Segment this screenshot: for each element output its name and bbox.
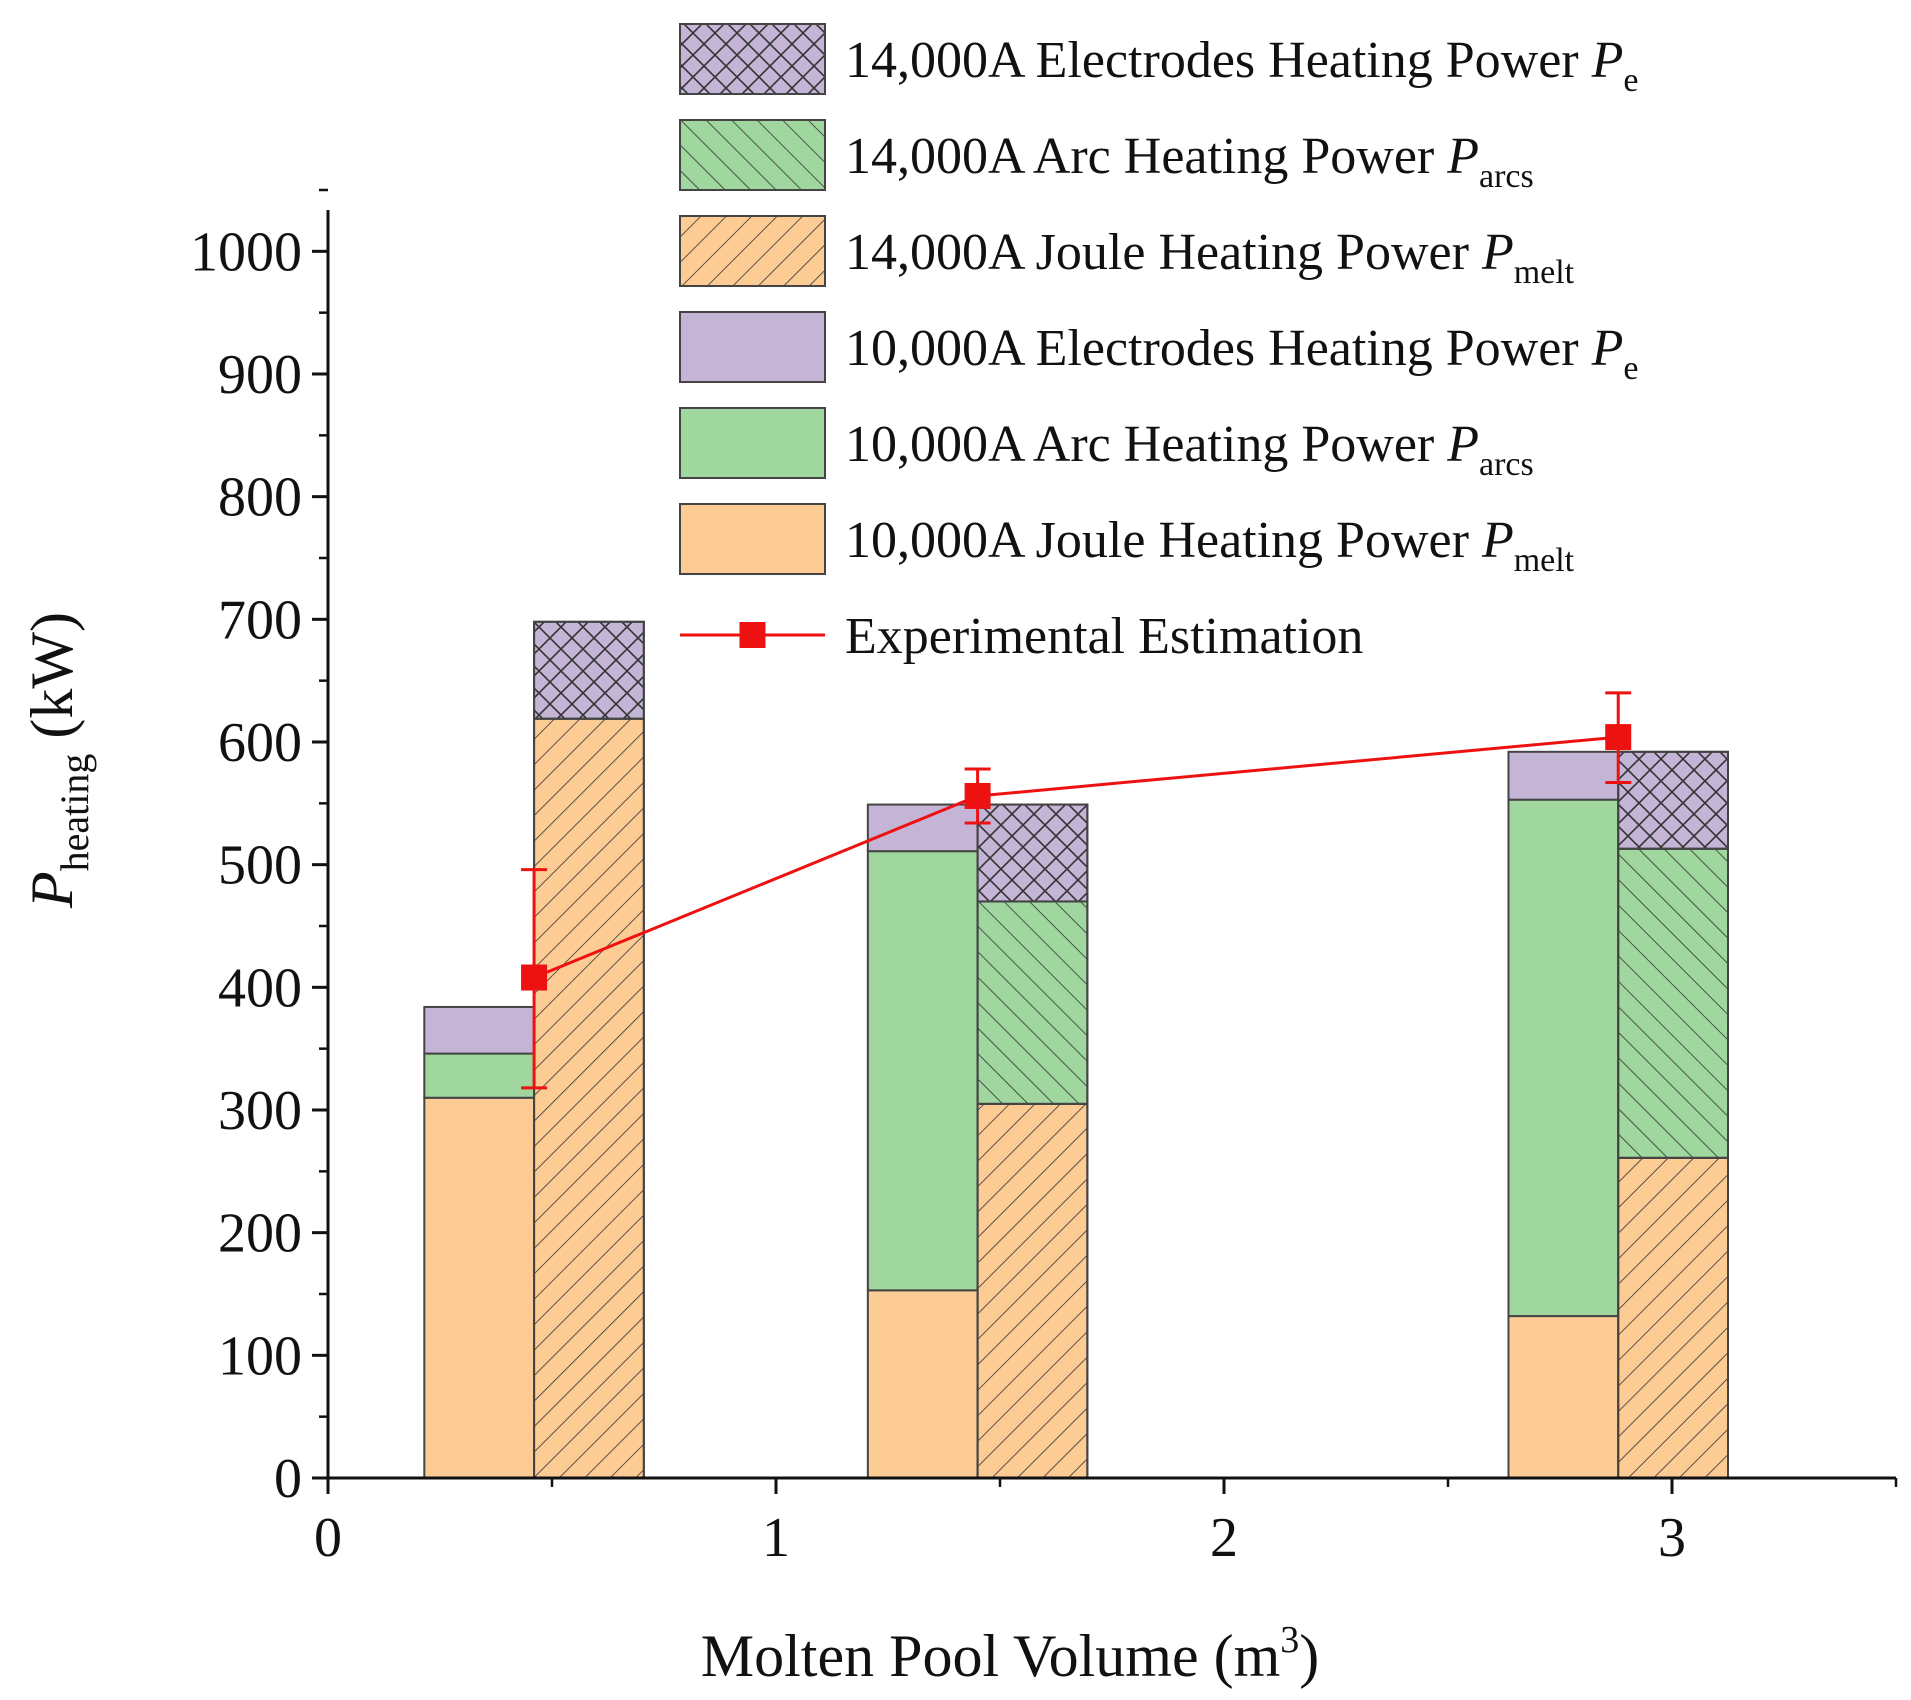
bar-14000a-joule-hatch-group-3 (1617, 1156, 1729, 1479)
legend-label-1: 14,000A Electrodes Heating Power Pe (845, 32, 1638, 99)
bar-10000a-electrodes-group-2 (866, 803, 979, 853)
bar-10000a-joule-group-3 (1507, 1315, 1620, 1479)
x-tick-label: 0 (314, 1507, 342, 1569)
bars-layer (423, 620, 1729, 1480)
experimental-series (521, 691, 1632, 1090)
experimental-point-3 (1605, 724, 1632, 751)
axes-layer: 0 100 200 300 400 500 600 700 800 900 1000 0 1 2 3 (190, 188, 1898, 1569)
y-tick-label: 100 (218, 1325, 302, 1387)
y-tick-label: 800 (218, 467, 302, 529)
legend-label-2: 14,000A Arc Heating Power Parcs (845, 128, 1534, 195)
legend-swatch-hatch-1 (679, 23, 826, 95)
legend-label-6: 10,000A Joule Heating Power Pmelt (845, 512, 1575, 579)
bar-10000a-joule-group-1 (423, 1096, 536, 1479)
experimental-point-1 (521, 964, 548, 991)
y-tick-label: 300 (218, 1080, 302, 1142)
bar-10000a-arc-group-3 (1507, 798, 1620, 1318)
legend-swatch-marker (739, 622, 766, 648)
legend-label-3: 14,000A Joule Heating Power Pmelt (845, 224, 1575, 291)
legend-swatch-5 (679, 407, 826, 479)
legend-swatch-4 (679, 311, 826, 383)
legend-swatch-hatch-2 (679, 119, 826, 191)
x-axis-title: Molten Pool Volume (m3) (701, 1619, 1319, 1689)
bar-14000a-electrodes-hatch-group-1 (533, 620, 645, 720)
bar-10000a-electrodes-group-3 (1507, 750, 1620, 801)
x-tick-label: 2 (1210, 1507, 1238, 1569)
bar-14000a-electrodes-hatch-group-2 (976, 803, 1089, 903)
legend: 14,000A Electrodes Heating Power Pe 14,00… (679, 23, 1638, 665)
y-tick-label: 700 (218, 589, 302, 651)
bar-14000a-joule-hatch-group-1 (533, 717, 645, 1479)
bar-10000a-arc-group-2 (866, 850, 979, 1292)
y-tick-label: 900 (218, 344, 302, 406)
legend-label-7: Experimental Estimation (845, 608, 1363, 665)
bar-10000a-electrodes-group-1 (423, 1005, 536, 1055)
y-tick-label: 0 (274, 1448, 302, 1510)
x-tick-label: 3 (1658, 1507, 1686, 1569)
bar-14000a-arc-hatch-group-2 (976, 900, 1089, 1105)
y-axis-title: Pheating (kW) (19, 612, 97, 909)
legend-label-5: 10,000A Arc Heating Power Parcs (845, 416, 1534, 483)
bar-10000a-joule-group-2 (866, 1289, 979, 1479)
y-tick-label: 600 (218, 712, 302, 774)
y-tick-label: 200 (218, 1203, 302, 1265)
bar-14000a-joule-hatch-group-2 (976, 1102, 1089, 1480)
legend-swatch-hatch-3 (679, 215, 826, 287)
legend-swatch-6 (679, 503, 826, 575)
bar-10000a-arc-group-1 (423, 1052, 536, 1099)
x-tick-label: 1 (762, 1507, 790, 1569)
y-tick-label: 400 (218, 957, 302, 1019)
y-tick-label: 500 (218, 835, 302, 897)
bar-14000a-arc-hatch-group-3 (1617, 847, 1729, 1159)
y-tick-label: 1000 (190, 221, 302, 283)
bar-14000a-electrodes-hatch-group-3 (1617, 750, 1729, 850)
experimental-point-2 (964, 782, 991, 809)
legend-label-4: 10,000A Electrodes Heating Power Pe (845, 320, 1638, 387)
